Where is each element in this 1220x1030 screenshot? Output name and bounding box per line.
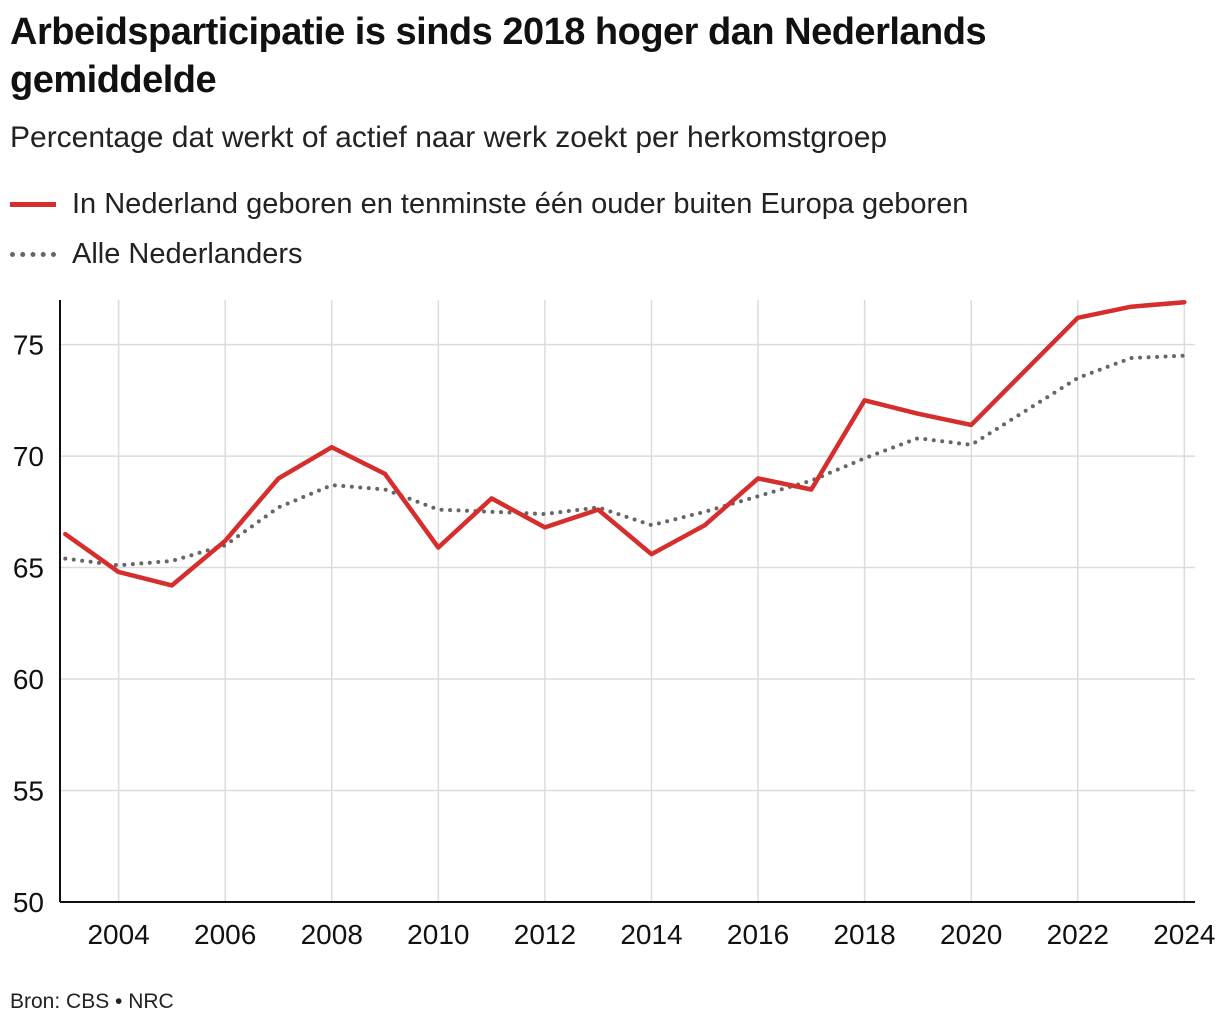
y-tick-label-60: 60 (13, 664, 44, 695)
x-tick-label-2010: 2010 (407, 919, 469, 950)
chart-title: Arbeidsparticipatie is sinds 2018 hoger … (10, 11, 987, 101)
series-line-1 (63, 299, 1187, 588)
y-tick-label-50: 50 (13, 887, 44, 918)
legend: In Nederland geboren en tenminste één ou… (10, 182, 968, 282)
x-tick-label-2012: 2012 (514, 919, 576, 950)
x-tick-label-2004: 2004 (87, 919, 149, 950)
x-tick-label-2024: 2024 (1153, 919, 1215, 950)
y-tick-label-65: 65 (13, 553, 44, 584)
legend-label-series-2: Alle Nederlanders (72, 237, 303, 270)
x-tick-label-2014: 2014 (620, 919, 682, 950)
x-tick-label-2016: 2016 (727, 919, 789, 950)
line-chart: 50 55 60 65 70 75 2004 2006 2008 2010 2012 2014 2016… (13, 299, 1215, 950)
legend-item-series-2: Alle Nederlanders (10, 232, 968, 276)
legend-label-series-1: In Nederland geboren en tenminste één ou… (72, 187, 969, 220)
y-tick-label-70: 70 (13, 441, 44, 472)
series-line-2 (63, 353, 1187, 568)
source-note: Bron: CBS • NRC (10, 990, 174, 1013)
legend-swatch-series-2 (10, 251, 56, 257)
x-tick-label-2018: 2018 (833, 919, 895, 950)
chart-subtitle: Percentage dat werkt of actief naar werk… (10, 121, 888, 154)
x-tick-label-2008: 2008 (301, 919, 363, 950)
y-tick-label-55: 55 (13, 776, 44, 807)
x-tick-label-2006: 2006 (194, 919, 256, 950)
legend-item-series-1: In Nederland geboren en tenminste één ou… (10, 182, 968, 226)
y-tick-label-75: 75 (13, 330, 44, 361)
x-tick-label-2022: 2022 (1047, 919, 1109, 950)
legend-swatch-series-1 (10, 201, 56, 207)
x-tick-label-2020: 2020 (940, 919, 1002, 950)
